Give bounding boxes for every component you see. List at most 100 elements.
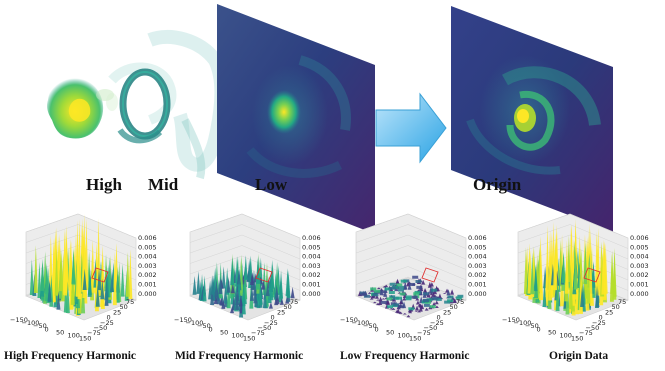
z-tick-label: 0.006 <box>302 234 321 242</box>
y-tick-label: 25 <box>113 308 121 316</box>
x-tick-label: −150 <box>502 316 520 324</box>
y-tick-label: −50 <box>586 324 600 332</box>
y-tick-label: −25 <box>430 319 444 327</box>
z-tick-label: 0.005 <box>138 243 157 251</box>
x-tick-label: −150 <box>10 316 28 324</box>
x-tick-label: 100 <box>68 332 80 340</box>
z-tick-label: 0.004 <box>468 253 487 261</box>
x-tick-label: −150 <box>174 316 192 324</box>
y-tick-label: −50 <box>424 324 438 332</box>
x-tick-label: 0 <box>375 325 379 333</box>
x-tick-label: 0 <box>537 325 541 333</box>
mid-volume-render <box>108 29 229 180</box>
label-high-frequency-harmonic: High Frequency Harmonic <box>4 350 137 362</box>
x-tick-label: −100 <box>186 319 204 327</box>
y-tick-label: 25 <box>605 308 613 316</box>
y-tick-label: −75 <box>251 329 265 337</box>
origin-surface-plot: 0.0060.0050.0040.0030.0020.0010.000−150−… <box>502 213 649 343</box>
x-tick-label: 150 <box>571 335 583 343</box>
x-tick-label: 150 <box>409 335 421 343</box>
z-tick-label: 0.003 <box>468 262 487 270</box>
y-tick-label: −50 <box>94 324 108 332</box>
x-tick-label: −50 <box>525 322 539 330</box>
x-tick-label: 150 <box>243 335 255 343</box>
y-tick-label: −25 <box>264 319 278 327</box>
arrow-icon <box>375 92 447 164</box>
y-tick-label: 25 <box>443 308 451 316</box>
z-tick-label: 0.003 <box>630 262 649 270</box>
z-tick-label: 0.002 <box>468 271 487 279</box>
z-tick-label: 0.000 <box>302 290 321 298</box>
y-tick-label: −75 <box>579 329 593 337</box>
y-tick-label: −25 <box>100 319 114 327</box>
low-panel <box>217 4 375 234</box>
origin-panel <box>451 6 613 232</box>
label-low: Low <box>255 175 288 194</box>
y-tick-label: −75 <box>87 329 101 337</box>
x-tick-label: 0 <box>45 325 49 333</box>
z-tick-label: 0.006 <box>630 234 649 242</box>
high-surface-plot: 0.0060.0050.0040.0030.0020.0010.000−150−… <box>10 213 157 343</box>
z-tick-label: 0.000 <box>138 290 157 298</box>
x-tick-label: 50 <box>386 328 394 336</box>
x-tick-label: 150 <box>79 335 91 343</box>
z-tick-label: 0.004 <box>630 253 649 261</box>
z-tick-label: 0.003 <box>138 262 157 270</box>
z-tick-label: 0.006 <box>468 234 487 242</box>
z-tick-label: 0.001 <box>468 281 487 289</box>
z-tick-label: 0.000 <box>630 290 649 298</box>
y-tick-label: 0 <box>599 314 603 322</box>
label-origin-data: Origin Data <box>549 350 609 362</box>
z-tick-label: 0.003 <box>302 262 321 270</box>
y-tick-label: 0 <box>107 314 111 322</box>
y-tick-label: 75 <box>456 298 464 306</box>
x-tick-label: −50 <box>363 322 377 330</box>
mid-surface-plot: 0.0060.0050.0040.0030.0020.0010.000−150−… <box>174 213 321 343</box>
y-tick-label: 0 <box>271 314 275 322</box>
z-tick-label: 0.004 <box>302 253 321 261</box>
x-tick-label: 50 <box>220 328 228 336</box>
x-tick-label: 100 <box>232 332 244 340</box>
z-tick-label: 0.005 <box>630 243 649 251</box>
z-tick-label: 0.001 <box>302 281 321 289</box>
label-origin: Origin <box>473 175 522 194</box>
z-tick-label: 0.004 <box>138 253 157 261</box>
label-low-frequency-harmonic: Low Frequency Harmonic <box>340 350 470 362</box>
low-surface-plot: 0.0060.0050.0040.0030.0020.0010.000−150−… <box>340 213 487 343</box>
y-tick-label: −75 <box>417 329 431 337</box>
x-tick-label: 100 <box>398 332 410 340</box>
x-tick-label: −50 <box>197 322 211 330</box>
y-tick-label: 75 <box>290 298 298 306</box>
y-tick-label: 50 <box>120 303 128 311</box>
x-tick-label: −150 <box>340 316 358 324</box>
z-tick-label: 0.001 <box>138 281 157 289</box>
z-tick-label: 0.000 <box>468 290 487 298</box>
x-tick-label: −100 <box>352 319 370 327</box>
y-tick-label: 75 <box>618 298 626 306</box>
y-tick-label: 50 <box>284 303 292 311</box>
label-mid: Mid <box>148 175 179 194</box>
y-tick-label: 50 <box>450 303 458 311</box>
z-tick-label: 0.006 <box>138 234 157 242</box>
x-tick-label: −100 <box>22 319 40 327</box>
z-tick-label: 0.005 <box>468 243 487 251</box>
y-tick-label: 25 <box>277 308 285 316</box>
y-tick-label: 0 <box>437 314 441 322</box>
z-tick-label: 0.002 <box>138 271 157 279</box>
label-mid-frequency-harmonic: Mid Frequency Harmonic <box>175 350 304 362</box>
z-tick-label: 0.002 <box>630 271 649 279</box>
x-tick-label: −50 <box>33 322 47 330</box>
y-tick-label: −50 <box>258 324 272 332</box>
z-tick-label: 0.005 <box>302 243 321 251</box>
x-tick-label: 100 <box>560 332 572 340</box>
x-tick-label: 0 <box>209 325 213 333</box>
x-tick-label: 50 <box>56 328 64 336</box>
x-tick-label: 50 <box>548 328 556 336</box>
z-tick-label: 0.001 <box>630 281 649 289</box>
y-tick-label: −25 <box>592 319 606 327</box>
x-tick-label: −100 <box>514 319 532 327</box>
y-tick-label: 50 <box>612 303 620 311</box>
z-tick-label: 0.002 <box>302 271 321 279</box>
high-volume-render <box>47 78 118 139</box>
